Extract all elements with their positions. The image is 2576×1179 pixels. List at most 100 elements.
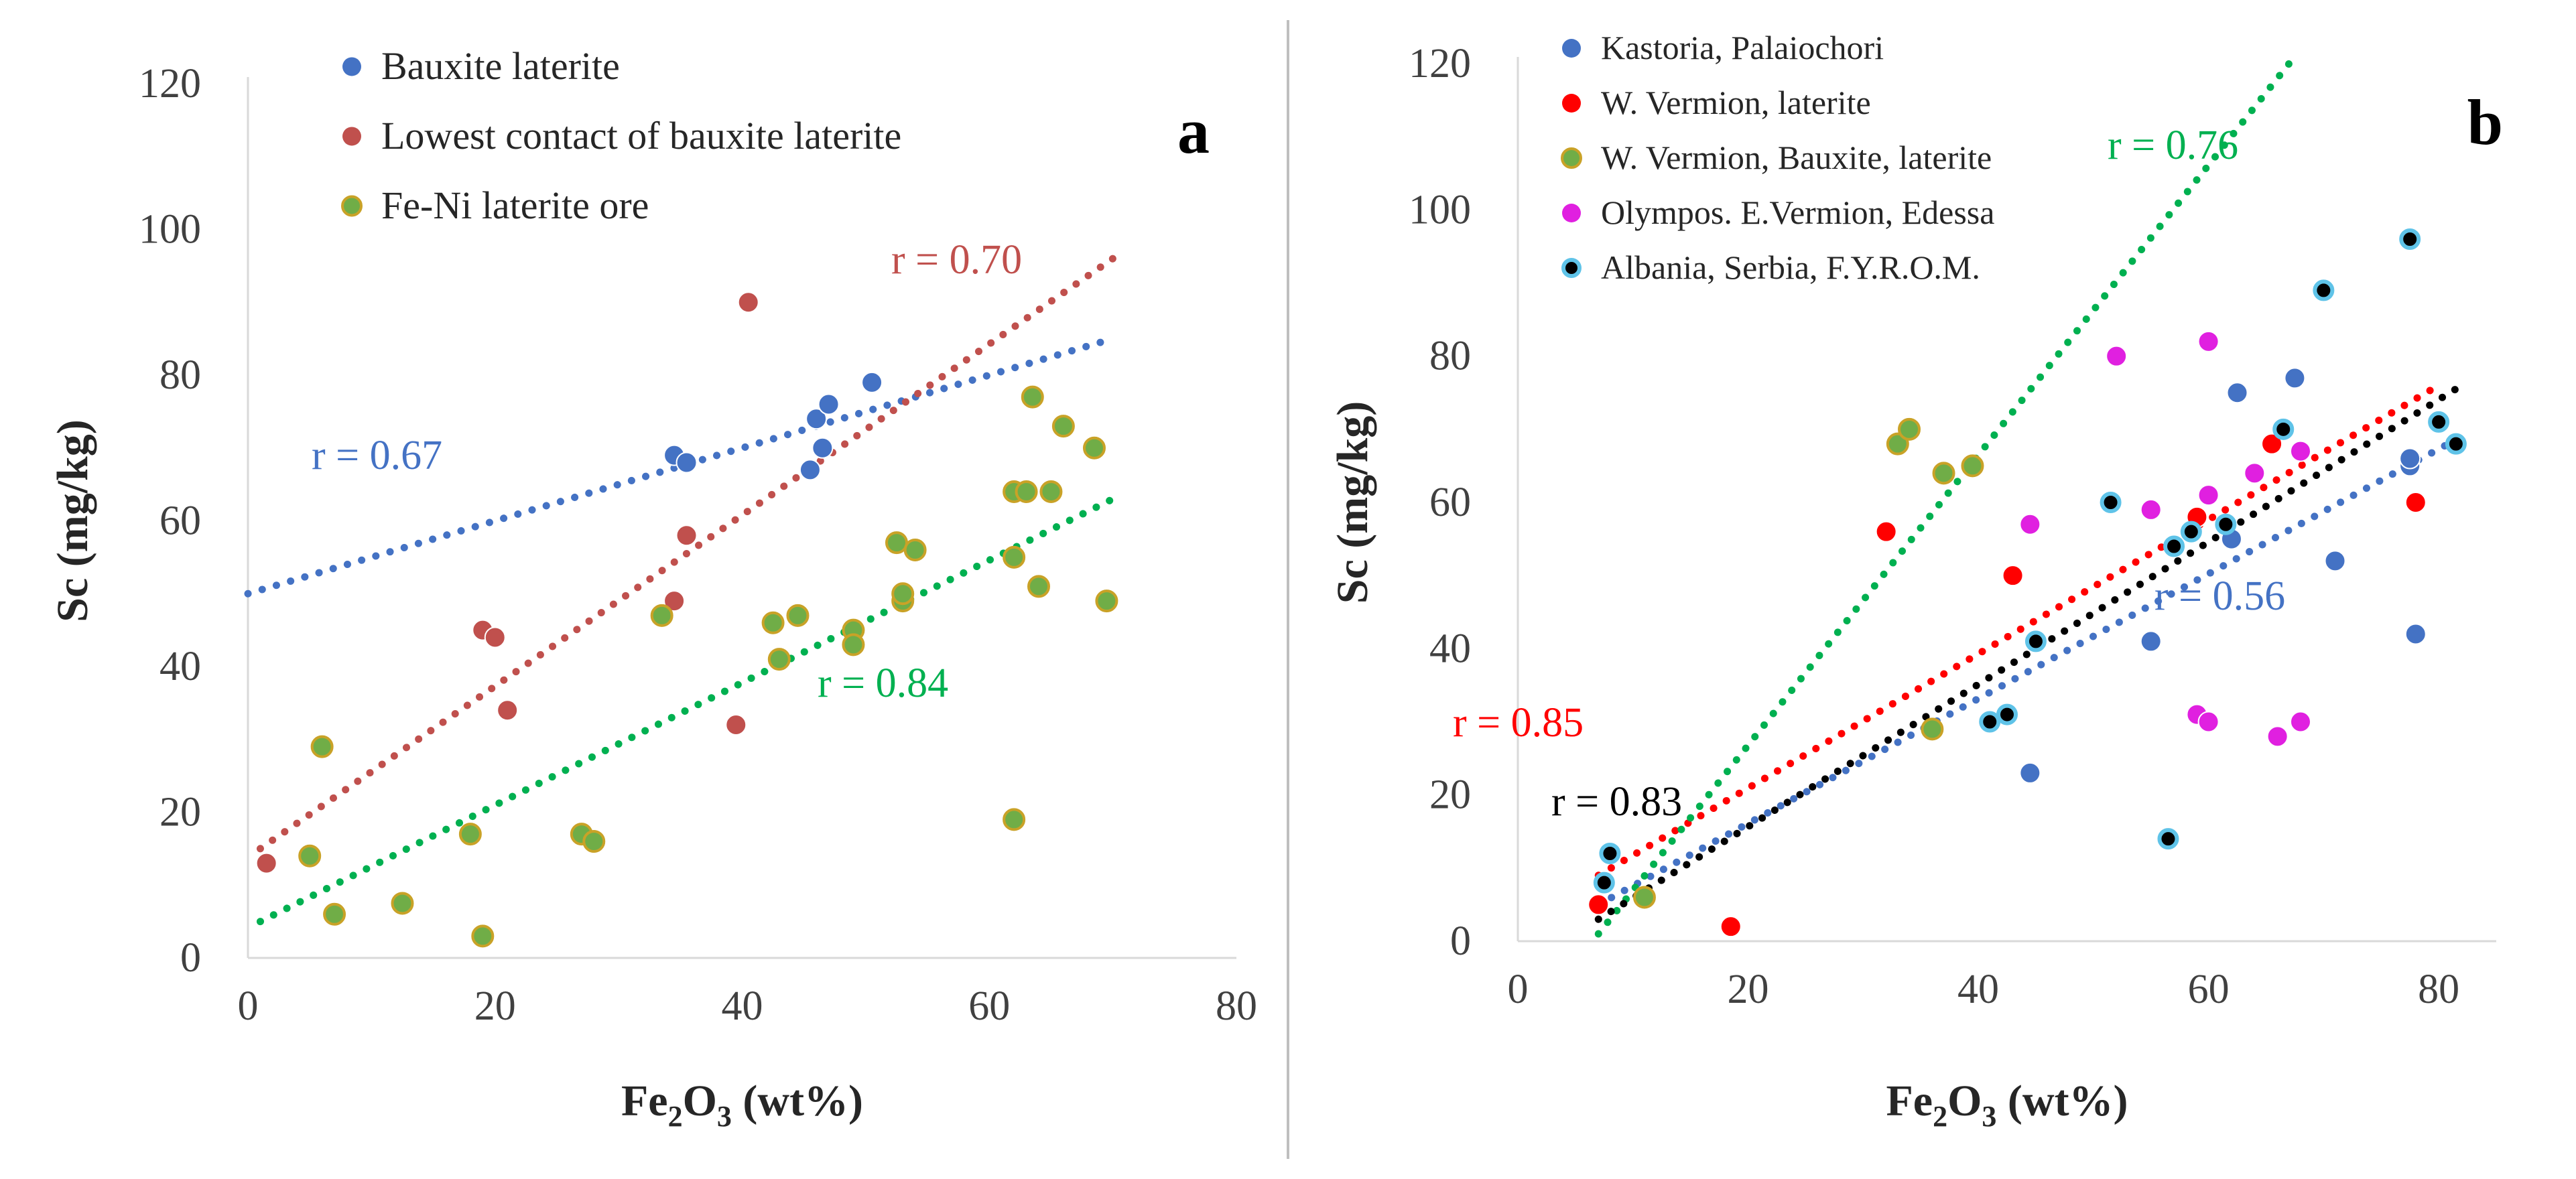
chart-b-point bbox=[2261, 433, 2283, 455]
chart-b-point bbox=[2157, 828, 2179, 850]
chart-a-point bbox=[1039, 480, 1063, 503]
chart-b-panel-letter: b bbox=[2467, 86, 2503, 158]
chart-b-x-tick-label: 20 bbox=[1728, 967, 1769, 1012]
chart-b-y-tick-label: 60 bbox=[1429, 480, 1471, 525]
chart-panel-a: 0 20 40 60 80 0 20 40 60 80 100 120 Fe2O3 (wt%) Sc (m… bbox=[48, 44, 1257, 1133]
chart-a-r-label: r = 0.67 bbox=[312, 433, 442, 478]
chart-a-point bbox=[675, 525, 698, 547]
chart-b-point bbox=[2428, 411, 2450, 433]
chart-b-y-tick-label: 0 bbox=[1450, 918, 1471, 964]
chart-b-point bbox=[1599, 843, 1621, 864]
chart-a-r-label: r = 0.70 bbox=[891, 237, 1022, 283]
chart-a-svg: 0 20 40 60 80 0 20 40 60 80 100 120 Fe2O3 (wt%) Sc (m… bbox=[48, 44, 1257, 1133]
chart-a-legend-marker bbox=[342, 57, 361, 76]
chart-a-y-tick-label: 0 bbox=[180, 935, 201, 981]
chart-b-point bbox=[2404, 492, 2427, 513]
chart-b-trendline-4 bbox=[1594, 381, 2465, 923]
chart-a-trendline-1 bbox=[256, 255, 1117, 853]
chart-b-legend-marker bbox=[1562, 94, 1581, 113]
chart-b-point bbox=[2266, 725, 2289, 748]
chart-b-point bbox=[2215, 513, 2237, 535]
chart-a-point bbox=[799, 459, 821, 481]
chart-a-x-axis-title: Fe2O3 (wt%) bbox=[621, 1077, 863, 1133]
chart-a-point bbox=[737, 291, 759, 314]
chart-a-point bbox=[786, 604, 810, 627]
chart-a-point bbox=[391, 892, 414, 915]
chart-a-point bbox=[767, 648, 791, 671]
chart-b-r-label: r = 0.56 bbox=[2154, 573, 2285, 619]
chart-a-point bbox=[725, 714, 747, 736]
chart-a-y-tick-label: 20 bbox=[159, 790, 201, 835]
chart-b-point bbox=[2290, 711, 2311, 733]
chart-b-point bbox=[1932, 462, 1955, 485]
chart-b-trendline-1 bbox=[1594, 381, 2443, 880]
chart-b-y-tick-label: 80 bbox=[1429, 334, 1471, 379]
chart-a-point bbox=[1095, 590, 1118, 613]
chart-b-point bbox=[2226, 382, 2248, 404]
chart-b-point bbox=[2399, 228, 2421, 250]
chart-b-legend-marker bbox=[1562, 204, 1581, 222]
chart-b-point bbox=[2324, 550, 2346, 572]
chart-a-point bbox=[1027, 575, 1050, 598]
chart-a-legend-marker bbox=[341, 195, 363, 217]
chart-b-point bbox=[2244, 462, 2266, 484]
chart-a-x-tick-label: 60 bbox=[968, 983, 1010, 1029]
chart-b-point bbox=[1961, 454, 1984, 478]
chart-b-svg: 0 20 40 60 80 0 20 40 60 80 100 120 Fe2O3 (wt%) Sc (m… bbox=[1328, 29, 2503, 1133]
chart-a-x-tick-label: 40 bbox=[722, 983, 763, 1029]
chart-a-point bbox=[818, 393, 840, 415]
chart-a-point bbox=[310, 735, 334, 758]
chart-b-r-label: r = 0.85 bbox=[1453, 700, 1584, 746]
panel-divider bbox=[1287, 20, 1289, 1159]
chart-a-point bbox=[471, 924, 495, 948]
chart-b-point bbox=[1588, 894, 1610, 916]
chart-b-point bbox=[2399, 447, 2421, 470]
chart-a-y-tick-label: 60 bbox=[159, 498, 201, 544]
chart-a-point bbox=[497, 699, 519, 721]
chart-a-point bbox=[458, 823, 482, 846]
chart-b-legend-label: Olympos. E.Vermion, Edessa bbox=[1601, 194, 1994, 231]
chart-b-legend-marker bbox=[1561, 258, 1582, 278]
chart-a-point bbox=[761, 611, 785, 634]
chart-b-x-tick-label: 60 bbox=[2188, 967, 2230, 1012]
chart-b-point bbox=[2404, 623, 2427, 645]
chart-b-y-axis-title: Sc (mg/kg) bbox=[1328, 401, 1377, 604]
chart-b-r-label: r = 0.76 bbox=[2108, 123, 2238, 168]
chart-a-r-label: r = 0.84 bbox=[818, 661, 948, 706]
chart-b-point bbox=[2100, 492, 2122, 513]
chart-b-point bbox=[2140, 630, 2162, 652]
chart-a-y-tick-label: 100 bbox=[139, 207, 201, 253]
chart-b-legend-label: W. Vermion, laterite bbox=[1601, 84, 1871, 121]
chart-a-x-tick-label: 0 bbox=[238, 983, 259, 1029]
chart-b-point bbox=[2197, 330, 2219, 352]
chart-a-trendline-0 bbox=[244, 335, 1117, 598]
chart-a-point bbox=[663, 590, 686, 612]
chart-b-point bbox=[2019, 513, 2041, 535]
chart-a-point bbox=[806, 408, 828, 430]
chart-b-point bbox=[1593, 872, 1615, 894]
chart-b-x-tick-label: 80 bbox=[2418, 967, 2459, 1012]
chart-b-x-axis-title: Fe2O3 (wt%) bbox=[1886, 1077, 2128, 1133]
chart-a-panel-letter: a bbox=[1177, 95, 1210, 167]
chart-a-point bbox=[1015, 480, 1038, 503]
chart-a-point bbox=[1003, 545, 1026, 569]
chart-a-legend-label: Bauxite laterite bbox=[381, 44, 620, 88]
chart-b-point bbox=[2290, 440, 2311, 462]
chart-b-y-tick-label: 120 bbox=[1409, 41, 1471, 86]
chart-panel-b: 0 20 40 60 80 0 20 40 60 80 100 120 Fe2O3 (wt%) Sc (m… bbox=[1290, 0, 2576, 1179]
chart-b-legend-marker bbox=[1562, 39, 1581, 58]
chart-a-point bbox=[1003, 808, 1026, 831]
chart-b-point bbox=[1979, 711, 2001, 733]
chart-b-legend-label: Kastoria, Palaiochori bbox=[1601, 29, 1884, 66]
chart-a-point bbox=[675, 452, 698, 474]
chart-a-point bbox=[812, 437, 834, 459]
chart-a-point bbox=[885, 531, 908, 555]
chart-a-point bbox=[323, 902, 346, 926]
chart-b-legend-marker bbox=[1561, 147, 1582, 169]
chart-b-x-tick-label: 0 bbox=[1508, 967, 1529, 1012]
chart-a-point bbox=[255, 852, 277, 874]
chart-a-x-tick-label: 20 bbox=[474, 983, 516, 1029]
chart-a-y-tick-label: 120 bbox=[139, 61, 201, 107]
chart-b-point bbox=[1886, 432, 1909, 456]
chart-b-point bbox=[1875, 521, 1897, 543]
